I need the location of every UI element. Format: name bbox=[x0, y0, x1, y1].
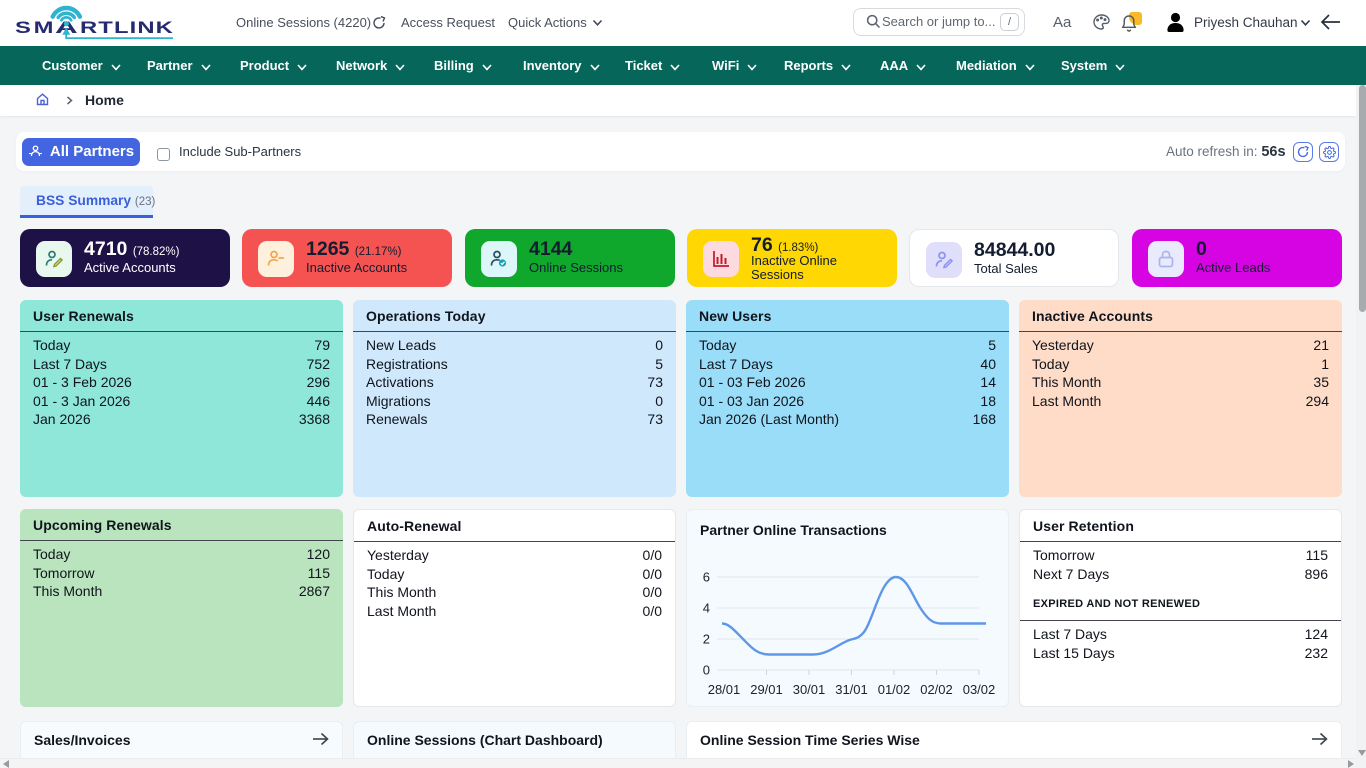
svg-text:03/02: 03/02 bbox=[963, 682, 996, 697]
svg-text:0: 0 bbox=[703, 663, 710, 678]
svg-text:30/01: 30/01 bbox=[793, 682, 826, 697]
svg-text:31/01: 31/01 bbox=[835, 682, 868, 697]
svg-text:6: 6 bbox=[703, 570, 710, 585]
svg-text:02/02: 02/02 bbox=[920, 682, 953, 697]
svg-text:4: 4 bbox=[703, 601, 710, 616]
svg-text:2: 2 bbox=[703, 632, 710, 647]
svg-text:01/02: 01/02 bbox=[878, 682, 911, 697]
svg-text:28/01: 28/01 bbox=[708, 682, 741, 697]
svg-text:29/01: 29/01 bbox=[750, 682, 783, 697]
